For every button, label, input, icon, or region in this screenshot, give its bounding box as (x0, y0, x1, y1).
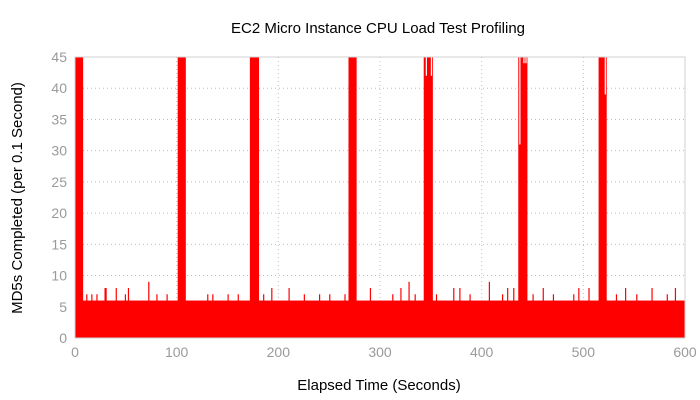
spike-bar (207, 294, 209, 338)
spike-bar (453, 288, 455, 338)
y-axis-label: MD5s Completed (per 0.1 Second) (9, 82, 26, 314)
spike-bar (615, 294, 618, 338)
spike-bar (488, 281, 490, 338)
spike-bar (104, 288, 106, 338)
burst-bar (423, 57, 433, 338)
burst-dip (430, 57, 433, 76)
burst-bar (249, 57, 260, 338)
burst-bar (75, 57, 84, 338)
y-tick-label: 35 (51, 111, 67, 127)
y-tick-label: 45 (51, 49, 67, 65)
spike-bar (435, 294, 438, 338)
spike-bar (651, 288, 653, 338)
burst-dip (523, 57, 525, 64)
y-tick-label: 20 (51, 205, 67, 221)
spike-bar (469, 294, 471, 338)
plot-frame (74, 56, 686, 339)
x-tick-label: 100 (165, 344, 189, 360)
chart-title: EC2 Micro Instance CPU Load Test Profili… (231, 20, 525, 37)
spike-bar (329, 294, 331, 338)
x-tick-label: 0 (71, 344, 79, 360)
baseline-band (75, 300, 685, 338)
burst-bar (177, 57, 186, 338)
spike-bar (513, 288, 515, 338)
spike-bar (156, 294, 158, 338)
y-tick-label: 5 (59, 299, 67, 315)
y-tick-label: 0 (59, 330, 67, 346)
spike-bar (263, 294, 265, 338)
spike-bar (408, 281, 410, 338)
spike-bar (86, 294, 88, 338)
spike-bar (392, 294, 394, 338)
spike-bar (542, 288, 544, 338)
spike-bar (319, 294, 321, 338)
x-tick-label: 300 (368, 344, 392, 360)
x-tick-label: 600 (673, 344, 697, 360)
spike-bar (105, 288, 107, 338)
burst-bar (348, 57, 357, 338)
spike-bar (502, 294, 504, 338)
spike-bar (532, 294, 534, 338)
y-tick-label: 30 (51, 143, 67, 159)
spike-bar (96, 294, 98, 338)
spike-bar (578, 288, 580, 338)
spike-bar (400, 288, 402, 338)
spike-bar (271, 288, 273, 338)
spike-bar (573, 294, 575, 338)
spike-bar (636, 294, 638, 338)
spike-bar (237, 294, 239, 338)
spike-bar (588, 288, 590, 338)
spike-bar (552, 294, 555, 338)
y-tick-label: 15 (51, 236, 67, 252)
x-tick-label: 400 (470, 344, 494, 360)
burst-dip (525, 57, 527, 64)
grid-layer (75, 57, 685, 338)
spike-bar (91, 294, 93, 338)
spike-bar (674, 288, 677, 338)
spike-bar (625, 288, 627, 338)
y-tick-label: 25 (51, 174, 67, 190)
x-tick-label: 500 (572, 344, 596, 360)
spike-bar (507, 288, 509, 338)
x-tick-label: 200 (267, 344, 291, 360)
spike-bar (212, 294, 214, 338)
spike-bar (459, 288, 461, 338)
spike-bar (303, 294, 305, 338)
spike-bar (124, 294, 127, 338)
spike-bar (148, 281, 150, 338)
spike-bar (115, 288, 117, 338)
burst-bar (518, 57, 528, 338)
y-tick-label: 10 (51, 268, 67, 284)
bars-layer (75, 57, 685, 338)
burst-dip (519, 57, 521, 145)
spike-bar (227, 294, 229, 338)
x-axis-label: Elapsed Time (Seconds) (297, 377, 460, 394)
spike-bar (414, 294, 416, 338)
spike-bar (166, 294, 168, 338)
spike-bar (344, 294, 346, 338)
spike-bar (369, 288, 372, 338)
burst-bar (598, 57, 607, 338)
spike-bar (127, 288, 130, 338)
tick-labels: 0 5 10 15 20 25 30 35 40 45 0 100 200 300 400 500 600 (51, 49, 696, 360)
burst-dip (425, 57, 427, 76)
spike-bar (288, 288, 290, 338)
spike-bar (666, 294, 668, 338)
burst-dip (604, 57, 606, 95)
y-tick-label: 40 (51, 80, 67, 96)
